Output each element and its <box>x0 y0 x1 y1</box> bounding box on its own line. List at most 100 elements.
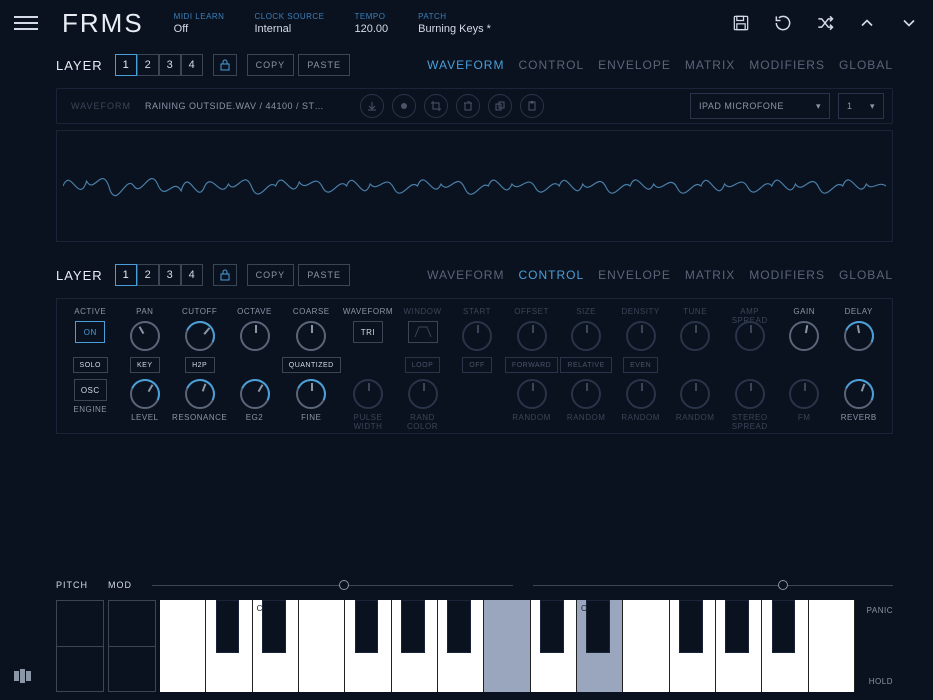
mid-btn[interactable]: QUANTIZED <box>282 357 341 373</box>
knob[interactable] <box>353 379 383 409</box>
knob-cell-level[interactable]: LEVEL <box>118 379 173 423</box>
mod-slider-2[interactable] <box>533 585 894 586</box>
waveform-tab-btn[interactable]: WAVEFORM <box>65 97 137 115</box>
small-toggle[interactable]: FORWARD <box>505 357 558 373</box>
menu-icon[interactable] <box>14 16 38 30</box>
white-key[interactable] <box>160 600 206 692</box>
black-key[interactable] <box>216 600 240 653</box>
knob[interactable] <box>571 321 601 351</box>
knob-cell-random[interactable]: RANDOM <box>668 379 723 423</box>
copy-button[interactable]: COPY <box>247 54 295 76</box>
tab-global[interactable]: GLOBAL <box>839 268 893 282</box>
knob-cell-size[interactable]: SIZE <box>559 307 614 351</box>
knob-cell-tune[interactable]: TUNE <box>668 307 723 351</box>
layer-button-3[interactable]: 3 <box>159 54 181 76</box>
knob-cell-start[interactable]: START <box>450 307 505 351</box>
tab-modifiers[interactable]: MODIFIERS <box>749 58 825 72</box>
knob[interactable] <box>517 379 547 409</box>
slider-thumb[interactable] <box>339 580 349 590</box>
copy-button[interactable]: COPY <box>247 264 295 286</box>
black-key[interactable] <box>262 600 286 653</box>
tab-global[interactable]: GLOBAL <box>839 58 893 72</box>
mod-slider-1[interactable] <box>152 585 513 586</box>
knob[interactable] <box>626 379 656 409</box>
knob-cell-rand-color[interactable]: RAND COLOR <box>395 379 450 423</box>
knob[interactable] <box>789 379 819 409</box>
knob[interactable] <box>462 321 492 351</box>
knob[interactable] <box>844 321 874 351</box>
small-toggle[interactable]: H2P <box>185 357 215 373</box>
knob-cell-window[interactable]: WINDOW <box>395 307 450 351</box>
tab-control[interactable]: CONTROL <box>518 268 584 282</box>
knob-cell-coarse[interactable]: COARSE <box>282 307 341 351</box>
knob-cell-gain[interactable]: GAIN <box>777 307 832 351</box>
next-icon[interactable] <box>899 13 919 33</box>
layer-button-2[interactable]: 2 <box>137 264 159 286</box>
knob[interactable] <box>571 379 601 409</box>
knob-cell-density[interactable]: DENSITY <box>613 307 668 351</box>
paste-button[interactable]: PASTE <box>298 264 350 286</box>
black-key[interactable] <box>540 600 564 653</box>
waveform-file[interactable]: RAINING OUTSIDE.WAV / 44100 / ST… <box>145 101 324 111</box>
knob-cell-pan[interactable]: PAN <box>118 307 173 351</box>
toggle-button[interactable]: ON <box>75 321 105 343</box>
pitch-wheel[interactable] <box>56 600 104 692</box>
black-key[interactable] <box>401 600 425 653</box>
window-shape[interactable] <box>408 321 438 343</box>
toggle-button[interactable]: OSC <box>74 379 107 401</box>
knob[interactable] <box>408 379 438 409</box>
black-key[interactable] <box>447 600 471 653</box>
crop-icon[interactable] <box>424 94 448 118</box>
patch-block[interactable]: PATCH Burning Keys * <box>418 12 491 35</box>
record-icon[interactable] <box>392 94 416 118</box>
paste-icon[interactable] <box>520 94 544 118</box>
knob[interactable] <box>680 379 710 409</box>
knob[interactable] <box>844 379 874 409</box>
download-icon[interactable] <box>360 94 384 118</box>
slider-thumb[interactable] <box>778 580 788 590</box>
knob-cell-eg2[interactable]: EG2 <box>227 379 282 423</box>
copy-icon[interactable] <box>488 94 512 118</box>
knob[interactable] <box>296 379 326 409</box>
delete-icon[interactable] <box>456 94 480 118</box>
knob[interactable] <box>735 379 765 409</box>
white-key[interactable] <box>809 600 855 692</box>
small-toggle[interactable]: EVEN <box>623 357 658 373</box>
layer-button-3[interactable]: 3 <box>159 264 181 286</box>
small-toggle[interactable]: RELATIVE <box>560 357 611 373</box>
waveform-display[interactable] <box>56 130 893 242</box>
knob-cell-random[interactable]: RANDOM <box>613 379 668 423</box>
lock-button[interactable] <box>213 54 237 76</box>
knob[interactable] <box>789 321 819 351</box>
small-toggle[interactable]: LOOP <box>405 357 440 373</box>
knob[interactable] <box>130 321 160 351</box>
knob[interactable] <box>185 321 215 351</box>
knob-cell-active[interactable]: ACTIVEON <box>63 307 118 351</box>
knob-cell-random[interactable]: RANDOM <box>504 379 559 423</box>
tab-control[interactable]: CONTROL <box>518 58 584 72</box>
layer-button-4[interactable]: 4 <box>181 54 203 76</box>
small-toggle[interactable]: OFF <box>462 357 492 373</box>
knob-cell-cutoff[interactable]: CUTOFF <box>172 307 227 351</box>
tab-matrix[interactable]: MATRIX <box>685 268 735 282</box>
mod-wheel[interactable] <box>108 600 156 692</box>
knob-cell-octave[interactable]: OCTAVE <box>227 307 282 351</box>
input-device-dropdown[interactable]: IPAD MICROFONE ▾ <box>690 93 830 119</box>
knob[interactable] <box>296 321 326 351</box>
small-toggle[interactable]: SOLO <box>73 357 108 373</box>
knob[interactable] <box>735 321 765 351</box>
mid-btn[interactable]: LOOP <box>395 357 450 373</box>
mid-btn[interactable]: EVEN <box>613 357 668 373</box>
channel-dropdown[interactable]: 1 ▾ <box>838 93 884 119</box>
white-key[interactable] <box>623 600 669 692</box>
midi-learn-block[interactable]: MIDI LEARN Off <box>174 12 225 35</box>
knob-cell-waveform[interactable]: WAVEFORMTRI <box>341 307 396 351</box>
save-icon[interactable] <box>731 13 751 33</box>
toggle-button[interactable]: TRI <box>353 321 383 343</box>
lock-button[interactable] <box>213 264 237 286</box>
tab-modifiers[interactable]: MODIFIERS <box>749 268 825 282</box>
white-key[interactable] <box>484 600 530 692</box>
tab-matrix[interactable]: MATRIX <box>685 58 735 72</box>
small-toggle[interactable]: QUANTIZED <box>282 357 341 373</box>
small-toggle[interactable]: KEY <box>130 357 160 373</box>
